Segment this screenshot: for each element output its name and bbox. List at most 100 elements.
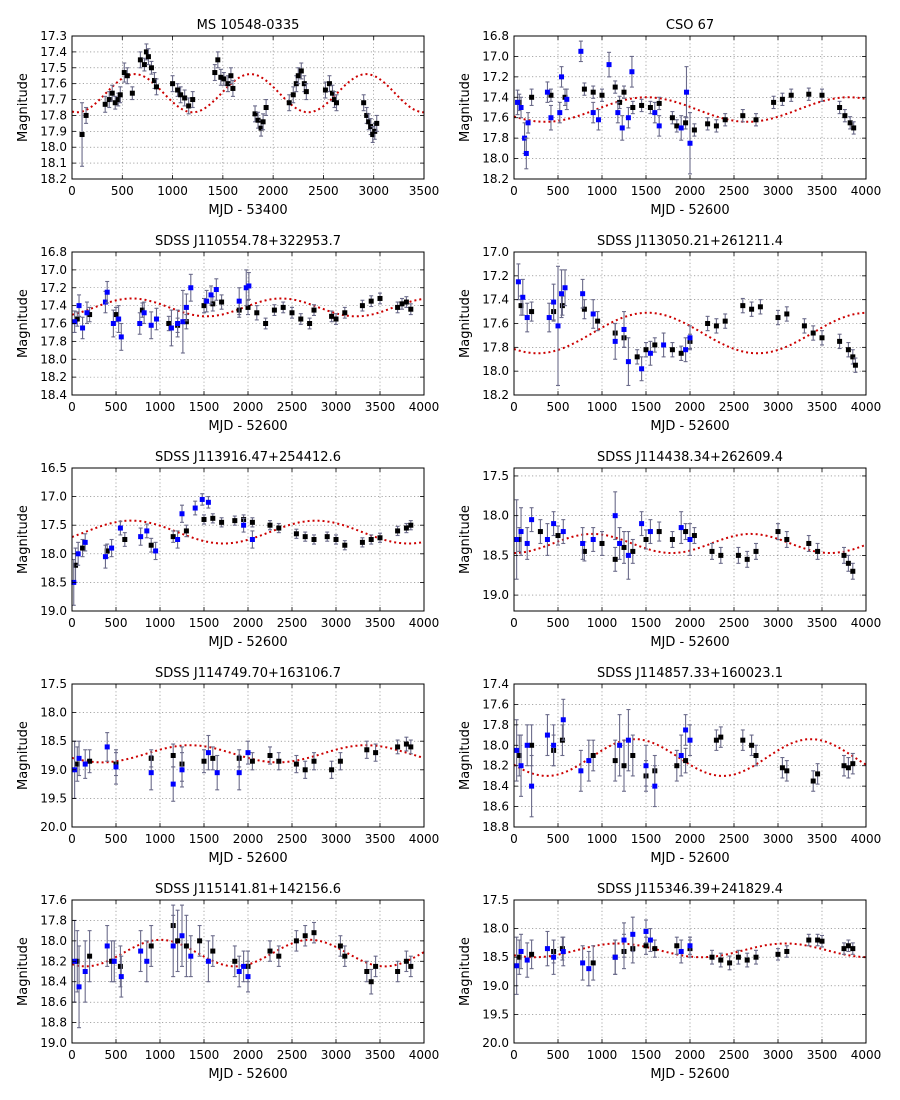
- x-tick-label: 2000: [233, 832, 264, 846]
- y-tick-label: 17.8: [40, 334, 67, 348]
- x-tick-label: 500: [105, 832, 128, 846]
- data-point: [403, 299, 409, 305]
- y-tick-label: 17.4: [482, 90, 509, 104]
- data-point: [630, 931, 636, 937]
- x-tick-label: 0: [68, 400, 76, 414]
- data-point: [842, 113, 848, 119]
- data-point: [377, 295, 383, 301]
- y-tick-label: 17.5: [40, 518, 67, 532]
- data-point: [595, 318, 601, 324]
- data-point: [395, 528, 401, 534]
- data-point: [815, 937, 821, 943]
- data-point: [311, 537, 317, 542]
- data-point: [529, 309, 535, 315]
- data-point: [364, 112, 370, 118]
- data-point: [175, 938, 181, 944]
- data-point: [852, 362, 858, 368]
- data-point: [639, 366, 645, 372]
- data-point: [678, 125, 684, 131]
- data-point: [551, 299, 557, 305]
- data-point: [524, 315, 530, 321]
- x-tick-label: 2000: [675, 184, 706, 198]
- data-point: [515, 279, 521, 285]
- data-point: [403, 958, 409, 964]
- data-point: [188, 953, 194, 959]
- data-point: [245, 304, 251, 310]
- data-point: [364, 747, 370, 753]
- data-point: [324, 534, 330, 540]
- data-point: [104, 289, 110, 295]
- data-point: [678, 525, 684, 531]
- data-point: [183, 943, 189, 949]
- x-tick-label: 4000: [409, 832, 440, 846]
- data-point: [74, 316, 80, 322]
- data-point: [518, 763, 524, 769]
- data-point: [104, 744, 110, 750]
- data-point: [683, 758, 689, 764]
- data-point: [691, 127, 697, 133]
- x-tick-label: 4000: [851, 616, 882, 630]
- y-tick-label: 17.6: [40, 893, 67, 907]
- y-tick-label: 17.8: [482, 340, 509, 354]
- data-point: [178, 92, 184, 98]
- x-tick-label: 2000: [233, 400, 264, 414]
- data-point: [311, 930, 317, 936]
- y-tick-label: 18.8: [482, 820, 509, 834]
- data-point: [564, 96, 570, 102]
- data-point: [255, 117, 261, 123]
- data-point: [403, 525, 409, 531]
- data-point: [113, 764, 119, 770]
- data-point: [819, 92, 825, 98]
- data-point: [560, 948, 566, 954]
- data-point: [643, 537, 649, 542]
- data-point: [625, 115, 631, 121]
- x-tick-label: 1500: [631, 184, 662, 198]
- data-point: [518, 529, 524, 535]
- data-point: [243, 285, 249, 291]
- x-tick-label: 1000: [157, 184, 188, 198]
- data-point: [170, 534, 176, 540]
- data-point: [295, 73, 301, 79]
- data-point: [841, 552, 847, 558]
- data-point: [215, 57, 221, 63]
- y-tick-label: 18.0: [482, 922, 509, 936]
- data-point: [144, 958, 150, 964]
- data-point: [254, 310, 260, 316]
- y-tick-label: 20.0: [482, 1036, 509, 1050]
- data-point: [555, 323, 561, 329]
- x-tick-label: 500: [547, 184, 570, 198]
- x-tick-label: 0: [510, 1048, 518, 1062]
- y-axis-label: Magnitude: [16, 289, 31, 358]
- data-point: [735, 954, 741, 960]
- y-tick-label: 18.4: [40, 388, 67, 402]
- x-axis-label: MJD - 52600: [208, 1067, 287, 1082]
- data-point: [753, 954, 759, 960]
- data-point: [374, 120, 380, 126]
- data-point: [845, 943, 851, 949]
- data-point: [784, 768, 790, 774]
- x-tick-label: 2000: [675, 1048, 706, 1062]
- x-tick-label: 2500: [277, 832, 308, 846]
- x-tick-label: 3500: [365, 616, 396, 630]
- data-point: [197, 938, 203, 944]
- data-point: [518, 303, 524, 309]
- data-point: [845, 765, 851, 771]
- x-tick-label: 1000: [145, 1048, 176, 1062]
- data-point: [590, 960, 596, 966]
- data-point: [683, 727, 689, 733]
- y-tick-label: 17.3: [40, 29, 67, 43]
- data-point: [524, 540, 530, 546]
- x-axis-label: MJD - 52600: [650, 635, 729, 650]
- data-point: [617, 540, 623, 546]
- data-point: [514, 537, 520, 542]
- data-point: [121, 70, 127, 76]
- chart-title: CSO 67: [666, 18, 714, 33]
- data-point: [559, 74, 565, 80]
- data-point: [784, 948, 790, 954]
- y-axis-label: Magnitude: [16, 73, 31, 142]
- data-point: [520, 294, 526, 300]
- data-point: [779, 96, 785, 102]
- data-point: [544, 89, 550, 95]
- data-point: [170, 781, 176, 787]
- data-point: [559, 946, 565, 952]
